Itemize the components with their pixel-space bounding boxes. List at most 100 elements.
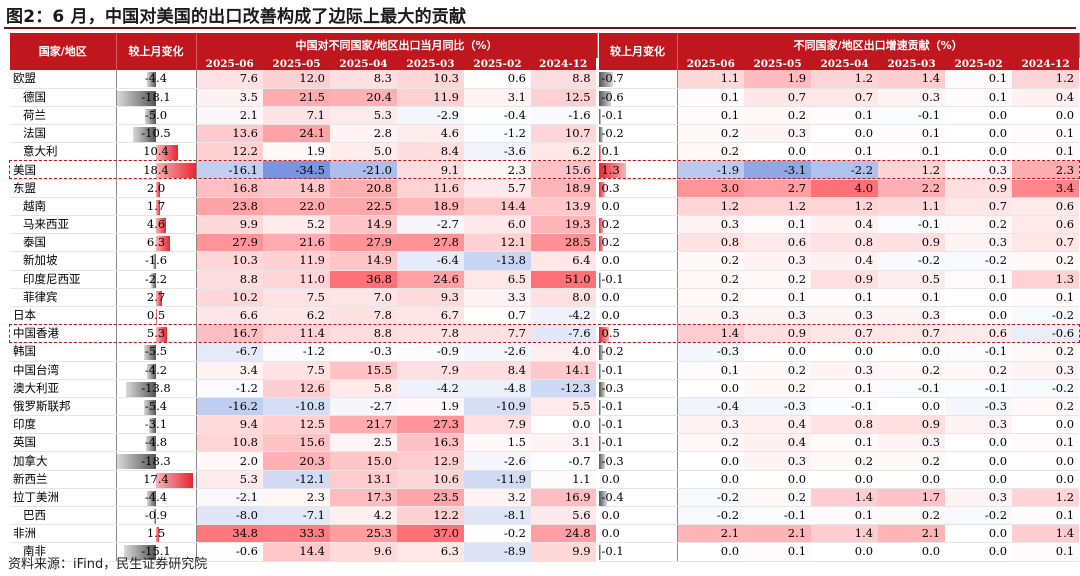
yoy-cell: -4.8	[464, 379, 531, 398]
contribution-change-cell: -0.1	[596, 433, 678, 453]
contribution-change-bar	[598, 490, 607, 506]
contribution-cell: 0.0	[945, 542, 1013, 562]
contribution-change-value: 0.0	[601, 471, 620, 486]
contribution-change-bar	[598, 72, 614, 87]
contribution-cell: 0.7	[1012, 233, 1080, 253]
yoy-cell: -2.7	[397, 215, 464, 235]
yoy-cell: -1.2	[196, 379, 263, 398]
contribution-cell: 0.1	[1012, 506, 1080, 526]
yoy-cell: 7.7	[464, 324, 531, 344]
table-row: 英国 -4.8 10.8 15.6 2.5 16.3 1.5 3.1 -0.1 0.2 0.4 0.1…	[10, 433, 1080, 453]
contribution-cell: 0.1	[945, 270, 1013, 289]
date-header: 2025-02	[464, 58, 531, 70]
table-header: 国家/地区 较上月变化 中国对不同国家/地区出口当月同比（%） 较上月变化 不同…	[10, 33, 1080, 70]
contribution-cell: 0.0	[1012, 451, 1080, 471]
contribution-change-bar	[598, 90, 612, 106]
date-header: 2025-06	[677, 58, 745, 70]
contribution-cell: 0.1	[744, 542, 812, 562]
yoy-cell: 16.8	[196, 179, 263, 198]
yoy-cell: 2.5	[330, 433, 397, 453]
yoy-cell: -6.7	[196, 342, 263, 362]
contribution-cell: 0.2	[677, 288, 745, 307]
contribution-change-cell: -0.3	[596, 379, 678, 398]
contribution-cell: 0.3	[878, 306, 946, 326]
yoy-cell: 10.2	[196, 288, 263, 307]
contribution-cell: 0.0	[811, 542, 879, 562]
yoy-cell: 10.8	[196, 433, 263, 453]
change-value: 17.4	[143, 471, 169, 486]
yoy-cell: 15.6	[263, 433, 330, 453]
yoy-cell: 0.0	[531, 415, 599, 435]
contribution-cell: 0.1	[878, 142, 946, 162]
date-header: 2024-12	[531, 58, 599, 70]
table-row: 巴西 -0.9 -8.0 -7.1 4.2 12.2 -8.1 5.6 0.0 -0.2 -0.1 0…	[10, 506, 1080, 526]
contribution-cell: 2.1	[878, 524, 946, 544]
date-header: 2025-02	[945, 58, 1013, 70]
contribution-change-bar	[598, 363, 601, 379]
yoy-cell: 4.6	[397, 124, 464, 144]
contribution-cell: 0.1	[878, 288, 946, 307]
change-bar-cell: -5.5	[115, 342, 197, 362]
yoy-cell: -2.6	[464, 451, 531, 471]
contribution-cell: 0.2	[878, 361, 946, 380]
change-bar	[144, 345, 156, 360]
contribution-cell: 0.6	[1012, 197, 1080, 217]
table-row: 拉丁美洲 -4.4 -2.1 2.3 17.3 23.5 3.2 16.9 -0.4 -0.2 0.…	[10, 488, 1080, 508]
contribution-cell: 0.2	[1012, 397, 1080, 417]
region-name: 非洲	[10, 524, 116, 544]
contribution-cell: 2.7	[744, 179, 812, 198]
region-name: 新加坡	[10, 251, 116, 271]
table-row: 新加坡 -1.6 10.3 11.9 14.9 -6.4 -13.8 6.4 0.0 0.2 0.3…	[10, 251, 1080, 271]
contribution-change-value: -0.7	[601, 71, 624, 86]
contribution-cell: 0.2	[945, 215, 1013, 235]
change-bar	[156, 181, 161, 197]
page-title: 图2：6 月，中国对美国的出口改善构成了边际上最大的贡献	[6, 7, 467, 27]
table-row: 澳大利亚 -13.8 -1.2 12.6 5.8 -4.2 -4.8 -12.3 -0.3 0.0…	[10, 379, 1080, 398]
contribution-change-value: 0.0	[601, 253, 620, 268]
yoy-cell: 28.5	[531, 233, 599, 253]
change-value: -15.1	[141, 544, 171, 559]
yoy-cell: 33.3	[263, 524, 330, 544]
contribution-change-value: -0.1	[601, 107, 624, 122]
region-name: 意大利	[10, 142, 116, 162]
region-name: 英国	[10, 433, 116, 453]
yoy-cell: 5.5	[531, 397, 599, 417]
yoy-cell: 16.3	[397, 433, 464, 453]
yoy-cell: -7.1	[263, 506, 330, 526]
change-bar	[154, 509, 156, 524]
change-value: -18.3	[141, 453, 171, 468]
contribution-change-cell: 0.3	[596, 179, 678, 198]
yoy-cell: 18.9	[531, 179, 599, 198]
yoy-cell: 24.8	[531, 524, 599, 544]
contribution-change-bar	[598, 163, 626, 179]
yoy-cell: 15.0	[330, 451, 397, 471]
contribution-cell: 0.2	[744, 270, 812, 289]
yoy-cell: 22.0	[263, 197, 330, 217]
contribution-cell: 0.0	[945, 142, 1013, 162]
yoy-cell: 2.3	[464, 160, 531, 180]
yoy-cell: 1.5	[464, 433, 531, 453]
yoy-cell: 10.3	[196, 251, 263, 271]
contribution-cell: 0.1	[878, 124, 946, 144]
date-header: 2025-03	[397, 58, 464, 70]
contribution-cell: 0.7	[811, 88, 879, 107]
contribution-cell: -2.2	[811, 160, 879, 180]
yoy-cell: 16.9	[531, 488, 599, 508]
change-value: -5.4	[144, 398, 168, 413]
yoy-cell: -0.6	[196, 542, 263, 562]
contribution-change-bar	[598, 345, 603, 360]
region-name: 日本	[10, 306, 116, 326]
yoy-cell: -21.0	[330, 160, 397, 180]
change-bar-cell: 1.5	[115, 524, 197, 544]
contribution-change-value: -0.4	[601, 489, 624, 504]
contribution-cell: 1.1	[677, 70, 745, 89]
contribution-cell: 0.0	[945, 124, 1013, 144]
yoy-cell: 19.3	[531, 215, 599, 235]
yoy-cell: -1.2	[464, 124, 531, 144]
yoy-cell: -16.1	[196, 160, 263, 180]
region-name: 法国	[10, 124, 116, 144]
yoy-cell: 4.0	[531, 342, 599, 362]
contribution-change-cell: -0.4	[596, 488, 678, 508]
yoy-cell: 14.8	[263, 179, 330, 198]
contribution-change-cell: 0.0	[596, 288, 678, 307]
